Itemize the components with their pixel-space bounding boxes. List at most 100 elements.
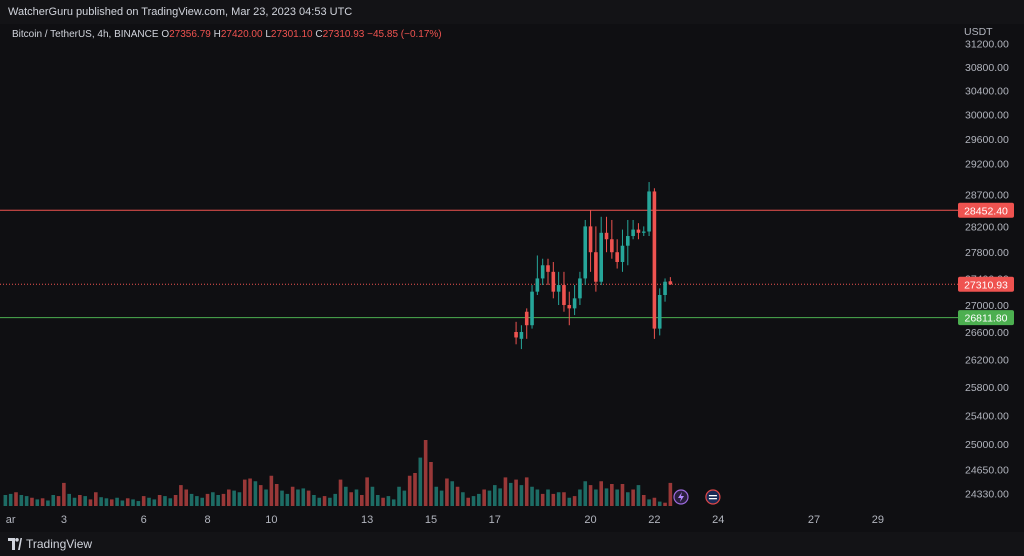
volume-bar xyxy=(386,496,391,506)
us-flag-event-icon[interactable] xyxy=(705,489,721,505)
volume-bar xyxy=(508,482,513,506)
candle-body[interactable] xyxy=(620,245,625,262)
price-chart[interactable]: 31200.00 30800.00 30400.00 30000.00 29600.00… xyxy=(0,0,1024,532)
candle-body[interactable] xyxy=(599,232,603,282)
candle-body[interactable] xyxy=(556,285,561,292)
volume-bar xyxy=(35,499,40,506)
volume-bar xyxy=(306,490,311,506)
price-axis-label: 25800.00 xyxy=(965,382,1009,394)
candle-body[interactable] xyxy=(546,265,550,272)
volume-bar xyxy=(8,493,13,506)
time-axis-label: 17 xyxy=(489,514,501,526)
volume-bar xyxy=(78,495,82,506)
price-line-tag-label: 26811.80 xyxy=(964,313,1007,325)
candle-body[interactable] xyxy=(647,191,651,232)
publish-info: WatcherGuru published on TradingView.com… xyxy=(0,0,1024,24)
volume-bar xyxy=(258,485,263,506)
volume-bar xyxy=(636,485,641,506)
volume-bar xyxy=(594,489,598,506)
candle-body[interactable] xyxy=(524,311,529,326)
volume-bar xyxy=(141,496,146,506)
candle-body[interactable] xyxy=(663,281,667,295)
symbol-legend[interactable]: Bitcoin / TetherUS, 4h, BINANCE O27356.7… xyxy=(12,29,442,40)
open-value: 27356.79 xyxy=(169,29,214,40)
candle-body[interactable] xyxy=(530,291,534,326)
volume-bar xyxy=(19,495,24,506)
currency-label: USDT xyxy=(964,26,993,38)
time-axis-label: ar xyxy=(6,514,16,526)
price-axis-label: 30400.00 xyxy=(965,86,1009,98)
candle-body[interactable] xyxy=(594,252,598,282)
candle-body[interactable] xyxy=(572,298,577,309)
candle-body[interactable] xyxy=(562,285,566,306)
price-axis-label: 28200.00 xyxy=(965,221,1009,233)
candle-body[interactable] xyxy=(631,229,635,237)
candle-body[interactable] xyxy=(615,252,619,262)
candle-body[interactable] xyxy=(578,278,582,299)
candle-body[interactable] xyxy=(626,236,630,246)
footer-brand[interactable]: TradingView xyxy=(26,537,93,551)
volume-bar xyxy=(370,486,375,506)
volume-bar xyxy=(205,493,210,506)
candle-body[interactable] xyxy=(535,278,540,292)
candle-body[interactable] xyxy=(657,294,662,329)
volume-bar xyxy=(152,499,157,506)
volume-bar xyxy=(647,499,651,506)
volume-bar xyxy=(551,493,556,506)
volume-bar xyxy=(62,482,66,506)
price-line-tag[interactable] xyxy=(958,276,1014,292)
volume-bar xyxy=(14,492,18,506)
volume-bar xyxy=(413,473,417,506)
candle-body[interactable] xyxy=(636,229,641,233)
volume-bar xyxy=(189,493,194,506)
candle-body[interactable] xyxy=(519,332,524,339)
tradingview-logo-icon[interactable] xyxy=(8,538,22,550)
candle-body[interactable] xyxy=(588,226,593,253)
candle-body[interactable] xyxy=(668,281,673,285)
volume-bar xyxy=(423,440,428,506)
candle-body[interactable] xyxy=(567,305,572,309)
volume-bar xyxy=(588,485,593,506)
candle-body[interactable] xyxy=(551,271,556,292)
volume-bar xyxy=(216,495,220,506)
high-value: 27420.00 xyxy=(221,29,266,40)
candle-body[interactable] xyxy=(641,231,646,233)
high-label: H xyxy=(214,29,221,40)
volume-bar xyxy=(184,489,189,506)
time-axis-label: 20 xyxy=(584,514,596,526)
volume-bar xyxy=(530,486,534,506)
volume-bar xyxy=(227,489,231,506)
price-line-tag[interactable] xyxy=(958,202,1014,218)
price-line-tag-label: 28452.40 xyxy=(964,205,1008,217)
volume-bar xyxy=(365,477,369,506)
candle-body[interactable] xyxy=(514,332,518,338)
volume-bar xyxy=(290,486,295,506)
volume-bar xyxy=(344,486,348,506)
candle-body[interactable] xyxy=(610,239,614,253)
candle-body[interactable] xyxy=(604,232,609,240)
volume-bar xyxy=(556,492,561,506)
price-axis-label: 27000.00 xyxy=(965,300,1009,312)
volume-bar xyxy=(641,495,646,506)
volume-bar xyxy=(280,490,284,506)
volume-bar xyxy=(131,499,135,506)
volume-bar xyxy=(56,496,61,506)
price-axis-label: 27800.00 xyxy=(965,247,1009,259)
candle-body[interactable] xyxy=(540,265,545,279)
volume-bar xyxy=(429,462,433,506)
price-axis-label: 26200.00 xyxy=(965,354,1009,366)
volume-bar xyxy=(115,497,119,506)
volume-bar xyxy=(94,492,98,506)
candle-body[interactable] xyxy=(652,191,657,329)
volume-bar xyxy=(487,490,492,506)
price-line-tag[interactable] xyxy=(958,310,1014,326)
time-axis-label: 22 xyxy=(648,514,660,526)
volume-bar xyxy=(540,493,545,506)
price-axis-label: 25400.00 xyxy=(965,410,1009,422)
candle-body[interactable] xyxy=(583,226,588,279)
volume-bar xyxy=(248,478,252,506)
price-axis-label: 30000.00 xyxy=(965,109,1009,121)
volume-bar xyxy=(652,497,657,506)
volume-bar xyxy=(3,495,8,506)
